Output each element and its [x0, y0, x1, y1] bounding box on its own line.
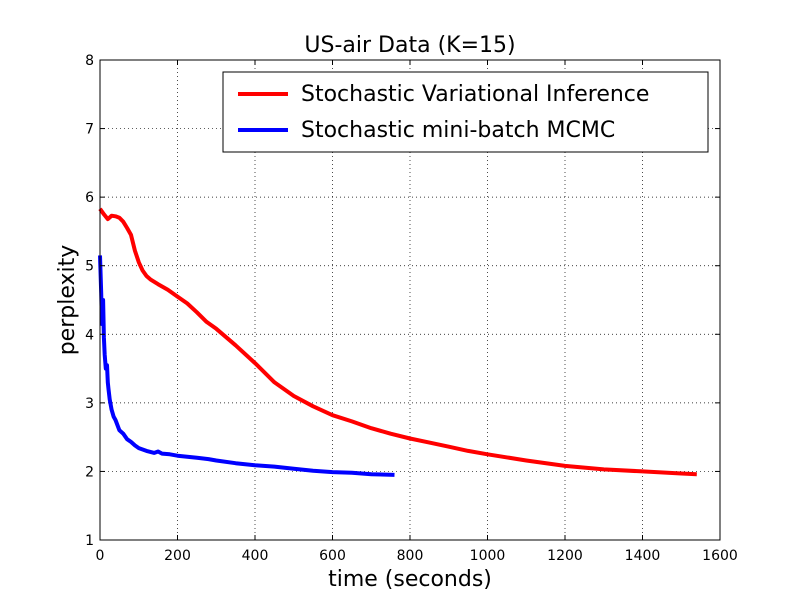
legend-label-svi: Stochastic Variational Inference — [301, 82, 649, 107]
y-axis-title: perplexity — [55, 245, 80, 356]
y-tick-label: 2 — [85, 464, 94, 480]
y-tick-label: 7 — [85, 122, 94, 138]
x-tick-label: 1200 — [547, 548, 583, 564]
legend-label-mcmc: Stochastic mini-batch MCMC — [301, 118, 615, 143]
series-line-mcmc — [98, 255, 395, 477]
x-tick-label: 200 — [164, 548, 191, 564]
y-tick-label: 1 — [85, 533, 94, 549]
series-line-svi — [98, 207, 697, 477]
y-tick-label: 8 — [85, 53, 94, 69]
y-tick-label: 5 — [85, 259, 94, 275]
y-tick-label: 6 — [85, 190, 94, 206]
x-tick-label: 0 — [96, 548, 105, 564]
x-tick-label: 800 — [397, 548, 424, 564]
x-axis-title: time (seconds) — [328, 567, 492, 592]
x-tick-label: 400 — [242, 548, 269, 564]
axis-ticks: 0 200 400 600 800 1000 1200 1400 1600 1 2 3 4 5 6 7 8 — [85, 53, 738, 564]
x-tick-label: 1000 — [470, 548, 506, 564]
y-tick-label: 3 — [85, 396, 94, 412]
data-series — [98, 207, 697, 477]
y-tick-label: 4 — [85, 327, 94, 343]
x-tick-label: 600 — [319, 548, 346, 564]
legend-box — [222, 71, 709, 153]
x-tick-label: 1400 — [625, 548, 661, 564]
x-tick-label: 1600 — [702, 548, 738, 564]
chart-title: US-air Data (K=15) — [304, 33, 515, 58]
legend: Stochastic Variational Inference Stochas… — [222, 71, 709, 153]
